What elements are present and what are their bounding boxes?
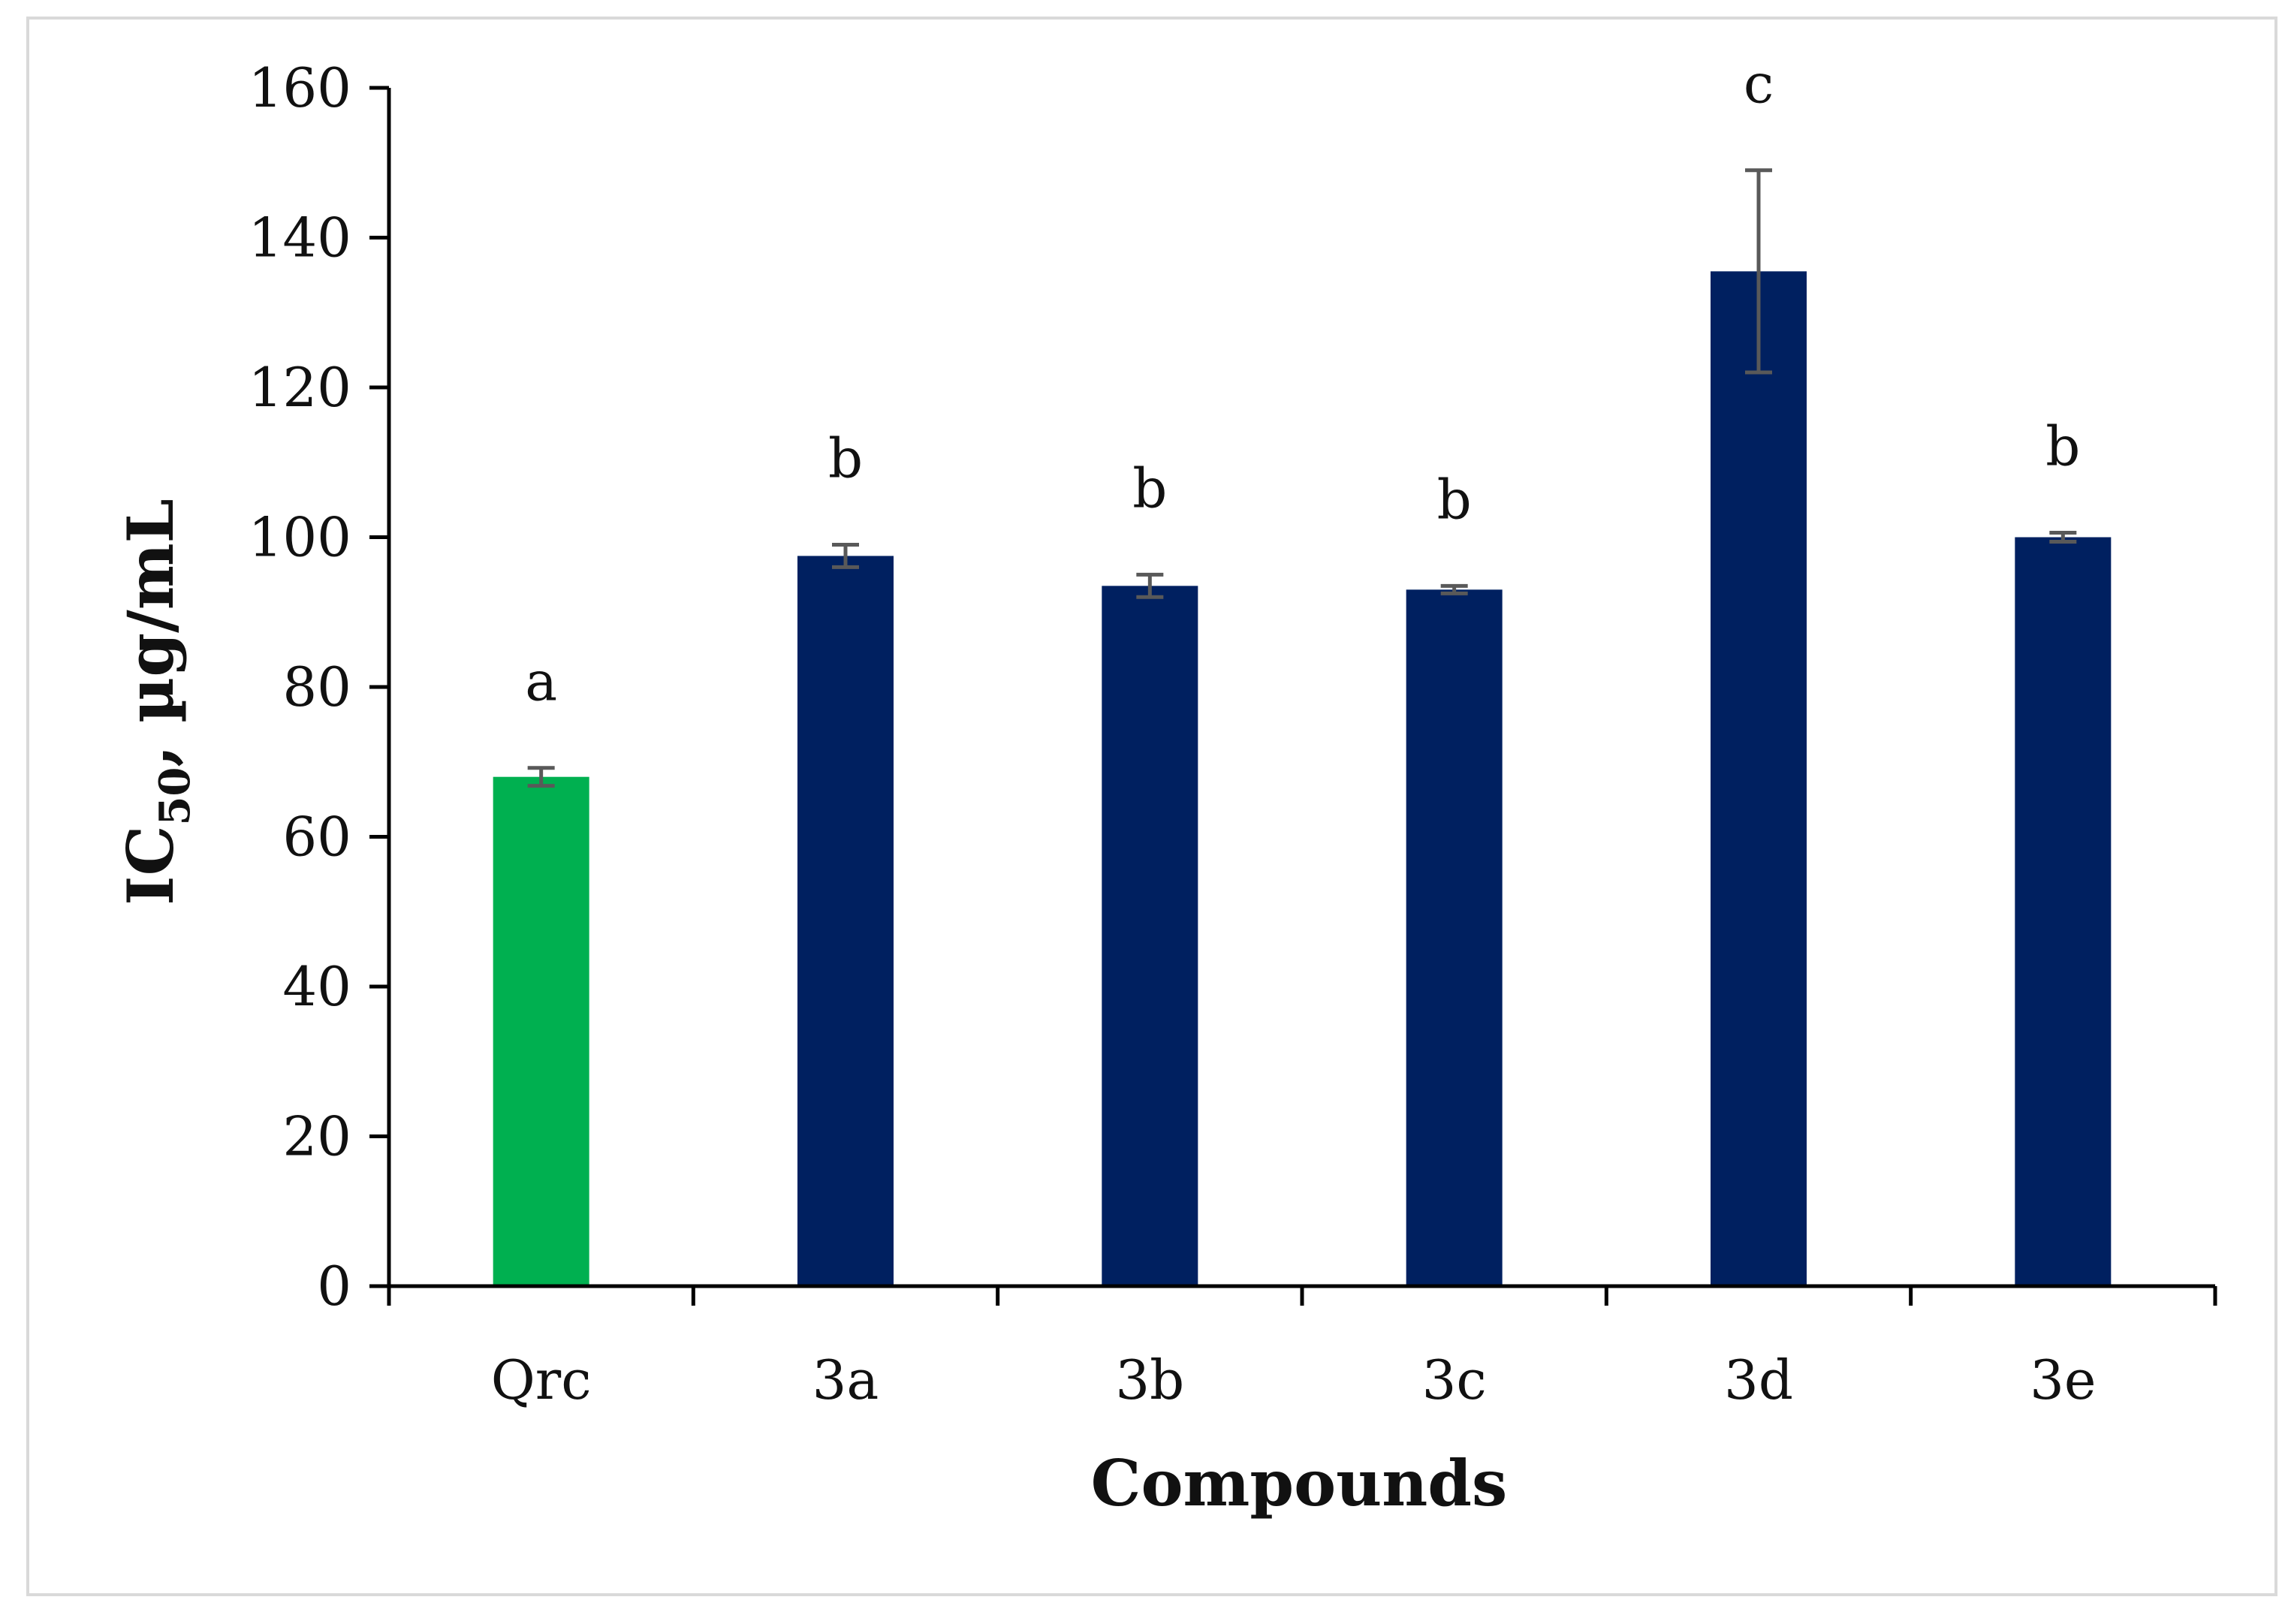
x-tick-label-Qrc: Qrc xyxy=(491,1348,592,1412)
y-tick-label-20: 20 xyxy=(282,1105,351,1168)
error-bars-group xyxy=(527,168,2077,788)
y-tick-label-120: 120 xyxy=(249,356,351,419)
significance-letters-group: a b b b c b xyxy=(525,53,2080,713)
x-axis: Qrc 3a 3b 3c 3d 3e xyxy=(387,1284,2217,1412)
significance-letter-Qrc: a xyxy=(525,650,557,713)
y-axis-title: IC50, µg/mL xyxy=(113,499,200,905)
error-bar-3c xyxy=(1440,583,1468,595)
error-bar-3b xyxy=(1136,572,1164,599)
y-tick-label-80: 80 xyxy=(282,655,351,719)
y-tick-label-0: 0 xyxy=(317,1255,351,1318)
bars-group xyxy=(493,271,2112,1287)
significance-letter-3c: b xyxy=(1437,468,1472,531)
significance-letter-3e: b xyxy=(2045,415,2080,478)
error-bar-3a xyxy=(832,542,859,569)
x-tick-label-3b: 3b xyxy=(1115,1348,1184,1412)
bar-Qrc xyxy=(493,776,589,1286)
significance-letter-3d: c xyxy=(1744,53,1774,116)
y-axis-title-main: IC xyxy=(113,826,188,905)
y-tick-label-60: 60 xyxy=(282,806,351,869)
bar-3c xyxy=(1406,589,1503,1286)
y-tick-label-40: 40 xyxy=(282,955,351,1018)
error-bar-3d xyxy=(1745,168,1772,375)
bar-3d xyxy=(1711,271,1807,1287)
y-axis-title-subscript: 50 xyxy=(150,767,200,826)
x-tick-label-3c: 3c xyxy=(1422,1348,1487,1412)
bar-3a xyxy=(797,556,894,1286)
significance-letter-3a: b xyxy=(828,426,863,490)
y-tick-label-100: 100 xyxy=(249,506,351,569)
error-bar-Qrc xyxy=(527,766,555,788)
y-tick-label-160: 160 xyxy=(249,56,351,119)
y-tick-label-140: 140 xyxy=(249,206,351,270)
bar-3b xyxy=(1102,586,1198,1286)
x-tick-label-3a: 3a xyxy=(812,1348,879,1412)
bar-3e xyxy=(2015,537,2112,1286)
x-tick-label-3d: 3d xyxy=(1724,1348,1793,1412)
y-axis-title-suffix: , µg/mL xyxy=(113,499,188,767)
x-axis-title: Compounds xyxy=(1091,1446,1508,1520)
significance-letter-3b: b xyxy=(1132,456,1167,520)
error-bar-3e xyxy=(2049,531,2077,544)
y-axis: 0 20 40 60 80 100 120 140 160 xyxy=(249,56,391,1318)
x-tick-label-3e: 3e xyxy=(2030,1348,2096,1412)
